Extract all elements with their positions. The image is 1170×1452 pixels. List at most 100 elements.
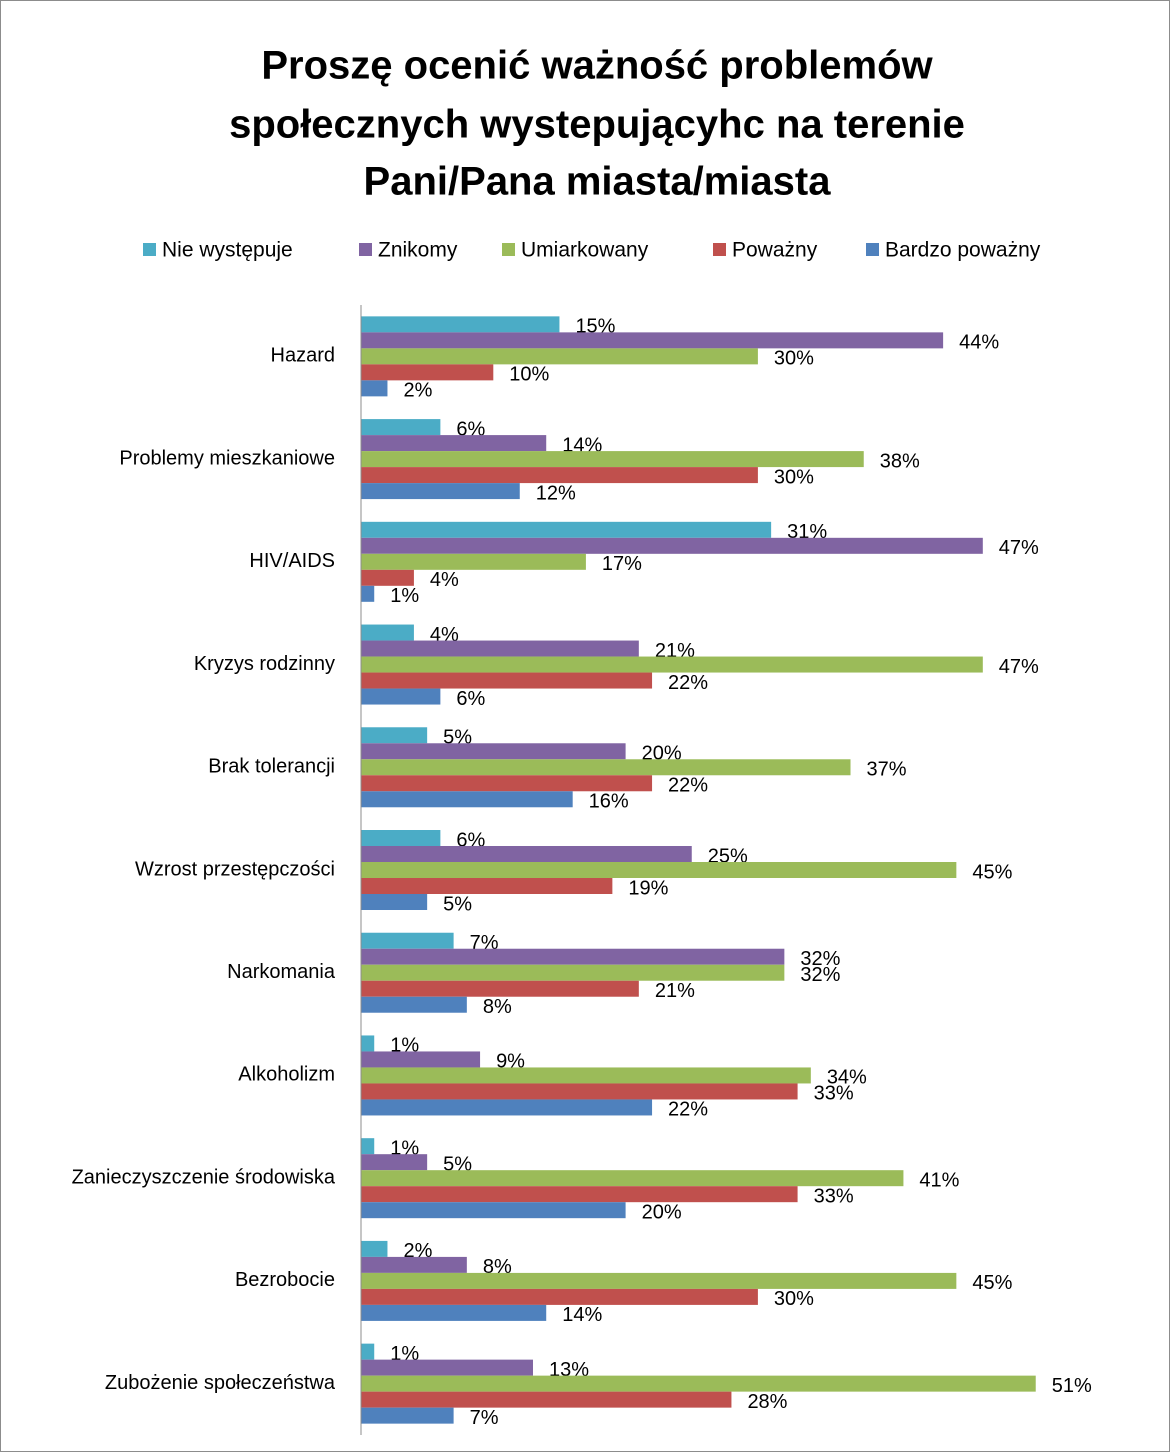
data-label: 22%	[668, 672, 708, 694]
bar	[361, 364, 494, 381]
bar	[361, 553, 586, 570]
y-tick-label: Problemy mieszkaniowe	[119, 447, 335, 469]
y-tick-label: Zanieczyszczenie środowiska	[72, 1166, 336, 1188]
bar	[361, 1138, 375, 1155]
y-tick-label: Narkomania	[227, 961, 336, 983]
data-label: 1%	[390, 1343, 419, 1365]
data-label: 22%	[668, 775, 708, 797]
data-label: 4%	[430, 569, 459, 591]
bar	[361, 1202, 626, 1219]
bar	[361, 1240, 388, 1257]
data-label: 7%	[470, 932, 499, 954]
data-label: 21%	[655, 980, 695, 1002]
data-label: 22%	[668, 1099, 708, 1121]
chart-title: Proszę ocenić ważność problemów	[261, 44, 933, 88]
data-label: 14%	[562, 1304, 602, 1326]
bar	[361, 1083, 798, 1100]
data-label: 8%	[483, 996, 512, 1018]
bar	[361, 380, 388, 397]
bar	[361, 435, 547, 452]
bar	[361, 1067, 811, 1084]
bar	[361, 451, 864, 468]
data-label: 15%	[575, 316, 615, 338]
data-label: 30%	[774, 1288, 814, 1310]
bar	[361, 569, 414, 586]
data-label: 47%	[999, 537, 1039, 559]
bar	[361, 743, 626, 760]
bar	[361, 640, 639, 657]
y-tick-label: Alkoholizm	[238, 1064, 335, 1086]
data-label: 9%	[496, 1051, 525, 1073]
bar	[361, 1272, 957, 1289]
y-tick-label: Hazard	[271, 345, 335, 367]
data-label: 41%	[919, 1169, 959, 1191]
y-tick-label: Bezrobocie	[235, 1269, 335, 1291]
bar	[361, 775, 653, 792]
bar	[361, 521, 772, 538]
y-tick-label: Wzrost przestępczości	[135, 858, 335, 880]
bar	[361, 656, 983, 673]
y-tick-label: Brak tolerancji	[208, 756, 335, 778]
data-label: 6%	[456, 829, 485, 851]
data-label: 51%	[1052, 1375, 1092, 1397]
bar	[361, 688, 441, 705]
bar	[361, 1170, 904, 1187]
bar	[361, 624, 414, 641]
data-label: 45%	[972, 861, 1012, 883]
data-label: 47%	[999, 656, 1039, 678]
data-label: 34%	[827, 1067, 867, 1089]
bar	[361, 932, 454, 949]
legend-swatch	[866, 243, 879, 256]
bar	[361, 672, 653, 689]
bar	[361, 1154, 428, 1171]
bar	[361, 1051, 481, 1068]
bar	[361, 1359, 533, 1376]
data-label: 32%	[800, 964, 840, 986]
data-label: 31%	[787, 521, 827, 543]
bar	[361, 585, 375, 602]
data-label: 32%	[800, 948, 840, 970]
bar	[361, 964, 785, 981]
bar	[361, 419, 441, 436]
data-label: 45%	[972, 1272, 1012, 1294]
legend-swatch	[502, 243, 515, 256]
y-tick-label: HIV/AIDS	[249, 550, 335, 572]
chart-title: Pani/Pana miasta/miasta	[364, 160, 832, 204]
data-label: 33%	[814, 1185, 854, 1207]
data-label: 12%	[536, 482, 576, 504]
legend-label: Znikomy	[378, 239, 458, 262]
bar	[361, 727, 428, 744]
bar	[361, 332, 944, 349]
data-label: 10%	[509, 364, 549, 386]
data-label: 30%	[774, 466, 814, 488]
bar	[361, 1391, 732, 1408]
y-tick-label: Kryzys rodzinny	[194, 653, 335, 675]
data-label: 5%	[443, 1153, 472, 1175]
bar	[361, 862, 957, 878]
legend-label: Nie występuje	[162, 239, 293, 262]
bar	[361, 1256, 467, 1273]
data-label: 8%	[483, 1256, 512, 1278]
data-label: 16%	[589, 791, 629, 813]
bar	[361, 1099, 653, 1116]
bar	[361, 1407, 454, 1424]
data-label: 7%	[470, 1407, 499, 1429]
bar	[361, 948, 785, 965]
data-label: 44%	[959, 332, 999, 354]
legend-swatch	[143, 243, 156, 256]
data-label: 1%	[390, 585, 419, 607]
bar	[361, 537, 983, 554]
bar	[361, 894, 428, 910]
bar	[361, 467, 758, 484]
data-label: 4%	[430, 624, 459, 646]
legend-label: Poważny	[732, 239, 818, 262]
legend-label: Bardzo poważny	[885, 239, 1041, 262]
bar	[361, 316, 560, 333]
bar	[361, 483, 520, 500]
data-label: 33%	[814, 1083, 854, 1105]
legend-swatch	[713, 243, 726, 256]
data-label: 37%	[867, 759, 907, 781]
legend-swatch	[359, 243, 372, 256]
bar	[361, 980, 639, 997]
data-label: 2%	[403, 380, 432, 402]
